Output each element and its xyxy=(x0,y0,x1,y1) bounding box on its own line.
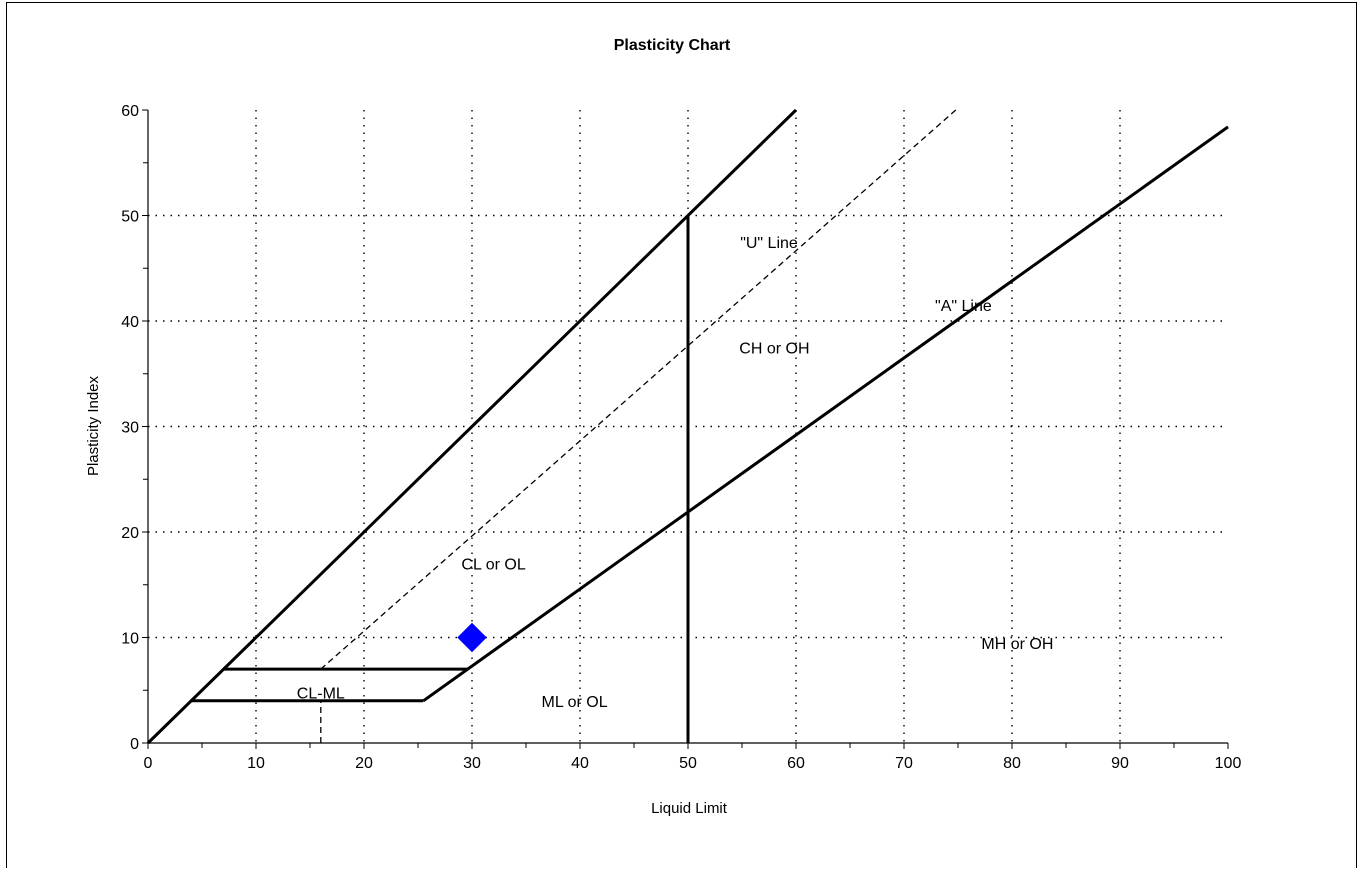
x-tick-label: 30 xyxy=(463,755,481,772)
chart-title: Plasticity Chart xyxy=(614,37,731,54)
points-layer xyxy=(457,622,487,653)
chart-line-cl-ml-right xyxy=(422,667,469,703)
y-tick-label: 50 xyxy=(121,209,139,226)
x-tick-label: 100 xyxy=(1215,755,1242,772)
chart-annotation: CL-ML xyxy=(297,685,345,702)
y-tick-label: 10 xyxy=(121,631,139,648)
y-tick-label: 60 xyxy=(121,103,139,120)
annotation-layer: "U" Line "A" Line CH or OH CL or OL MH or OH… xyxy=(297,235,1054,711)
chart-annotation: MH or OH xyxy=(981,636,1053,653)
chart-annotation: "U" Line xyxy=(740,235,798,252)
chart-annotation: "A" Line xyxy=(935,298,992,315)
y-tick-label: 30 xyxy=(121,420,139,437)
x-tick-label: 70 xyxy=(895,755,913,772)
chart-frame xyxy=(6,2,1357,868)
chart-annotation: ML or OL xyxy=(542,694,608,711)
x-tick-label: 50 xyxy=(679,755,697,772)
y-tick-label: 20 xyxy=(121,525,139,542)
chart-line-a-line xyxy=(466,125,1229,671)
x-tick-label: 20 xyxy=(355,755,373,772)
x-axis-label: Liquid Limit xyxy=(651,800,728,817)
chart-line-u-line xyxy=(320,109,957,670)
chart-annotation: CL or OL xyxy=(461,557,525,574)
x-tick-label: 80 xyxy=(1003,755,1021,772)
x-tick-label: 60 xyxy=(787,755,805,772)
y-axis-label: Plasticity Index xyxy=(85,375,102,476)
x-tick-label: 90 xyxy=(1111,755,1129,772)
x-tick-label: 10 xyxy=(247,755,265,772)
x-tick-label: 0 xyxy=(144,755,153,772)
y-tick-label: 40 xyxy=(121,314,139,331)
x-tick-label: 40 xyxy=(571,755,589,772)
y-tick-label: 0 xyxy=(130,736,139,753)
axes-layer: 0 10 20 30 40 50 60 70 80 90 100 0 10 20 30 40 50 60 xyxy=(121,103,1241,772)
lines-layer xyxy=(146,108,1229,745)
data-point-diamond xyxy=(457,622,487,653)
chart-annotation: CH or OH xyxy=(739,340,809,357)
